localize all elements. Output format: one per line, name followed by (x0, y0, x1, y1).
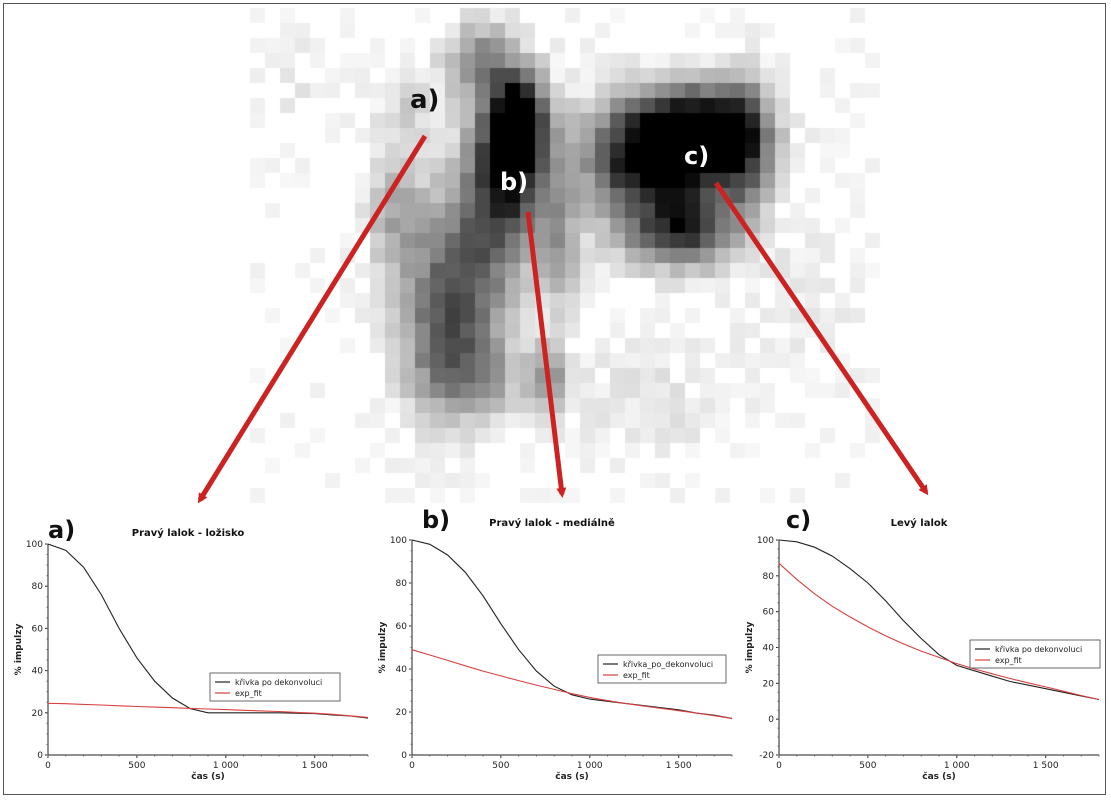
y-axis-label: % impulzy (14, 624, 24, 676)
series-line-0 (411, 539, 733, 719)
y-axis-label: % impulzy (745, 622, 755, 674)
y-tick-label: 80 (396, 579, 408, 589)
y-tick-label: -20 (759, 751, 774, 761)
x-tick-label: 1 500 (666, 761, 692, 771)
y-tick-label: 20 (396, 708, 408, 718)
y-tick-label: 0 (37, 751, 43, 761)
y-tick-label: 0 (401, 751, 407, 761)
x-tick-label: 0 (45, 761, 51, 771)
series-line-1 (411, 649, 733, 719)
legend-box (969, 639, 1101, 669)
legend-box (597, 654, 727, 684)
x-axis-label: čas (s) (191, 771, 224, 782)
x-tick-label: 1 500 (1033, 761, 1059, 771)
panel-label: c) (786, 506, 811, 534)
x-axis-label: čas (s) (922, 771, 955, 782)
legend-box (209, 672, 341, 702)
chart-title: Levý lalok (891, 517, 948, 529)
legend-entry: exp_fit (623, 671, 650, 680)
chart-title: Pravý lalok - ložisko (132, 527, 245, 539)
chart-panel-b: b) Pravý lalok - mediálně 0 20 40 60 80 100 0 500… (378, 506, 733, 782)
x-tick-label: 500 (859, 761, 876, 771)
series-line-0 (778, 539, 1100, 701)
y-tick-label: 80 (32, 582, 44, 592)
series-line-1 (47, 702, 369, 718)
x-tick-label: 1 000 (577, 761, 603, 771)
y-tick-label: 20 (32, 709, 44, 719)
y-tick-label: 40 (396, 665, 408, 675)
x-tick-label: 0 (409, 761, 415, 771)
y-tick-label: 20 (763, 679, 775, 689)
y-tick-label: 80 (763, 572, 775, 582)
y-tick-label: 40 (763, 644, 775, 654)
y-axis-label: % impulzy (378, 622, 388, 674)
x-axis-label: čas (s) (555, 771, 588, 782)
legend-entry: exp_fit (995, 656, 1022, 665)
x-tick-label: 0 (776, 761, 782, 771)
x-tick-label: 1 000 (944, 761, 970, 771)
y-tick-label: 100 (26, 540, 43, 550)
y-tick-label: 0 (768, 715, 774, 725)
y-tick-label: 60 (396, 622, 408, 632)
chart-title: Pravý lalok - mediálně (489, 517, 615, 529)
series-line-1 (778, 562, 1100, 701)
y-tick-label: 60 (763, 608, 775, 618)
y-tick-label: 60 (32, 624, 44, 634)
x-tick-label: 1 000 (213, 761, 239, 771)
x-tick-label: 1 500 (302, 761, 328, 771)
legend-entry: křivka po dekonvoluci (235, 678, 322, 687)
legend-entry: křivka_po_dekonvoluci (623, 660, 713, 669)
legend-entry: křivka po dekonvoluci (995, 645, 1082, 654)
y-tick-label: 100 (390, 536, 407, 546)
panel-label: b) (422, 506, 450, 534)
y-tick-label: 100 (757, 536, 774, 546)
x-tick-label: 500 (128, 761, 145, 771)
x-tick-label: 500 (492, 761, 509, 771)
panel-label: a) (48, 516, 75, 544)
legend-entry: exp_fit (235, 689, 262, 698)
y-tick-label: 40 (32, 667, 44, 677)
chart-panel-a: a) Pravý lalok - ložisko 0 20 40 60 80 100 0 500 1… (14, 516, 369, 782)
